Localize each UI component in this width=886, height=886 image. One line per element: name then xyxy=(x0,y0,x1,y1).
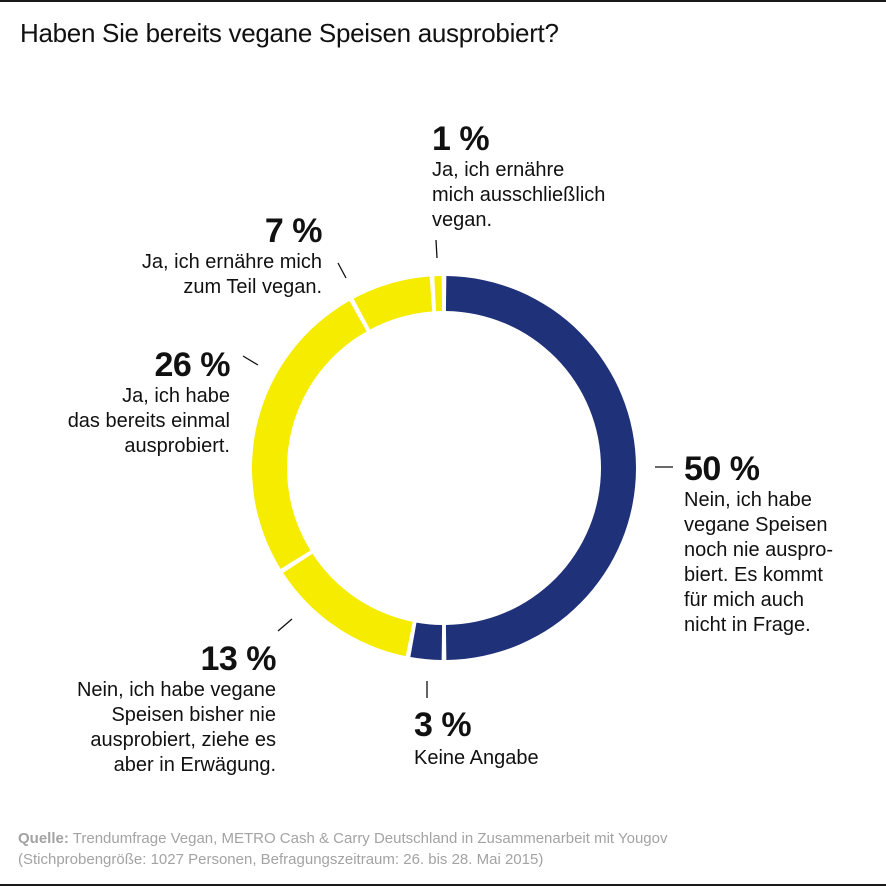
donut-slice-50 xyxy=(445,276,636,660)
chart-title: Haben Sie bereits vegane Speisen ausprob… xyxy=(20,18,559,48)
donut-slice-3 xyxy=(410,622,443,660)
slice-value-3: 3 % xyxy=(414,706,472,744)
slice-description-7: Ja, ich ernähre mich zum Teil vegan. xyxy=(141,251,322,298)
slice-value-26: 26 % xyxy=(154,346,231,384)
slice-description-3: Keine Angabe xyxy=(414,747,539,769)
leader-line-13 xyxy=(277,618,293,632)
leader-line-26 xyxy=(242,355,259,366)
slice-label-3: 3 % Keine Angabe xyxy=(414,706,614,771)
slice-value-50: 50 % xyxy=(684,450,760,488)
source-label: Quelle: xyxy=(18,830,69,847)
bottom-border xyxy=(0,884,886,886)
source-sample-info: (Stichprobengröße: 1027 Personen, Befrag… xyxy=(18,851,544,868)
slice-label-7: 7 % Ja, ich ernähre mich zum Teil vegan. xyxy=(102,212,323,300)
slice-value-1: 1 % xyxy=(432,120,490,158)
donut-slice-1 xyxy=(434,276,443,312)
slice-value-13: 13 % xyxy=(200,640,277,678)
slice-description-26: Ja, ich habe das bereits einmal ausprobi… xyxy=(67,385,230,457)
slice-description-1: Ja, ich ernähre mich ausschließlich vega… xyxy=(432,159,606,231)
donut-slice-7 xyxy=(353,276,433,330)
donut-slice-26 xyxy=(252,300,367,569)
donut-slices xyxy=(252,276,636,660)
source-text: Trendumfrage Vegan, METRO Cash & Carry D… xyxy=(68,830,668,847)
slice-label-1: 1 % Ja, ich ernähre mich ausschließlich … xyxy=(432,120,662,233)
slice-label-50: 50 % Nein, ich habe vegane Speisen noch … xyxy=(684,450,874,638)
source-note: Quelle: Trendumfrage Vegan, METRO Cash &… xyxy=(18,828,878,870)
top-border xyxy=(0,0,886,2)
leader-lines xyxy=(242,239,673,698)
slice-label-26: 26 % Ja, ich habe das bereits einmal aus… xyxy=(30,346,231,459)
leader-line-1 xyxy=(435,239,438,259)
leader-line-7 xyxy=(337,262,347,279)
slice-description-50: Nein, ich habe vegane Speisen noch nie a… xyxy=(684,489,833,636)
donut-slice-13 xyxy=(283,553,413,657)
slice-value-7: 7 % xyxy=(264,212,323,250)
slice-label-13: 13 % Nein, ich habe vegane Speisen bishe… xyxy=(40,640,277,778)
slice-description-13: Nein, ich habe vegane Speisen bisher nie… xyxy=(76,679,276,776)
